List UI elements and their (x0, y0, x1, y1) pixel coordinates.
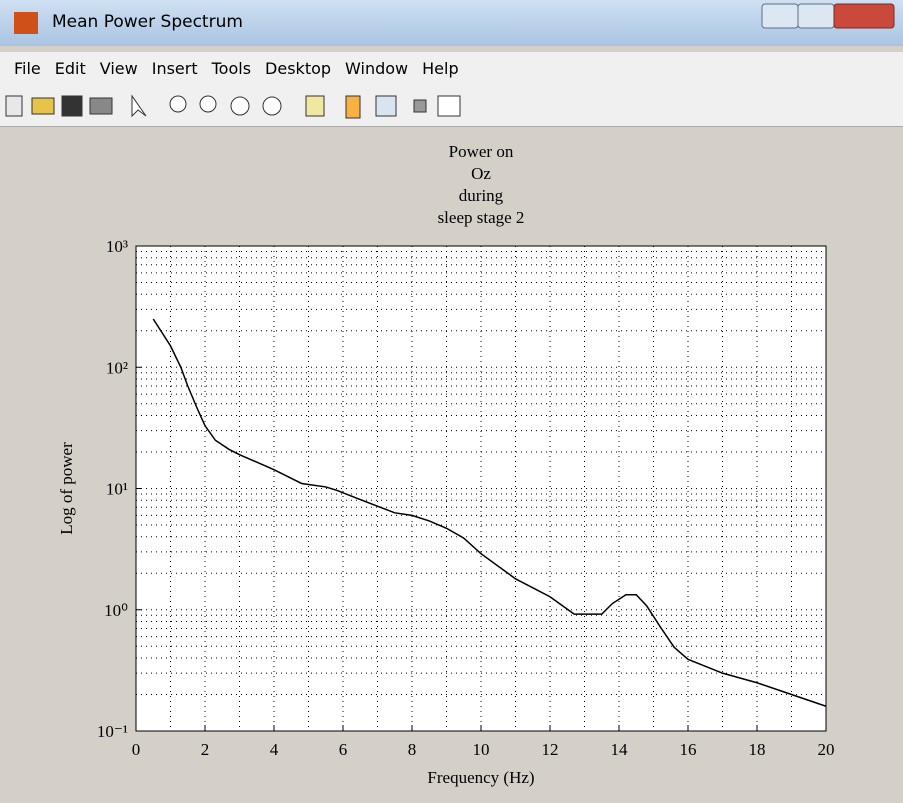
save-button[interactable] (61, 95, 83, 117)
menu-item[interactable]: Edit (54, 59, 86, 78)
zoom-out-button[interactable] (199, 95, 217, 113)
y-tick-label: 10⁻¹ (97, 722, 128, 741)
menu-bar: File Edit View Insert Tools Desktop Window Help (0, 52, 903, 86)
x-tick-label: 2 (201, 740, 210, 759)
x-tick-label: 14 (611, 740, 629, 759)
chart-title: during (459, 186, 504, 205)
x-tick-label: 4 (270, 740, 279, 759)
maximize-button[interactable] (797, 3, 835, 29)
x-tick-label: 6 (339, 740, 348, 759)
x-axis-label: Frequency (Hz) (427, 768, 534, 787)
open-button[interactable] (31, 97, 55, 115)
chart-title: Oz (471, 164, 491, 183)
menu-item[interactable]: File (14, 59, 41, 78)
title-bar: Mean Power Spectrum (0, 0, 903, 46)
hide-tools-button[interactable] (413, 99, 427, 113)
x-tick-label: 18 (749, 740, 766, 759)
x-tick-label: 12 (542, 740, 559, 759)
data-line (152, 318, 827, 707)
colorbar-button[interactable] (345, 95, 361, 119)
y-axis-label: Log of power (57, 442, 76, 535)
x-tick-label: 8 (408, 740, 417, 759)
menu-item[interactable]: View (99, 59, 138, 78)
axes-box (135, 245, 827, 732)
x-tick-label: 16 (680, 740, 697, 759)
y-tick-label: 10⁰ (104, 601, 128, 620)
toolbar-icons (5, 94, 461, 119)
chart-title: sleep stage 2 (438, 208, 525, 227)
menu-item[interactable]: Window (345, 59, 409, 78)
chart: 0 2 4 6 8 10 12 14 16 18 20 10⁻¹ 10⁰ 10¹ 10² 10³ Power o… (57, 142, 835, 787)
new-button[interactable] (5, 95, 23, 117)
rotate-button[interactable] (262, 96, 282, 116)
close-button[interactable] (833, 3, 895, 29)
show-tools-button[interactable] (437, 95, 461, 117)
window-title: Mean Power Spectrum (52, 12, 243, 32)
x-tick-label: 0 (132, 740, 141, 759)
y-tick-label: 10³ (106, 237, 128, 256)
menu-item[interactable]: Help (422, 59, 459, 78)
print-button[interactable] (89, 97, 113, 115)
title-icons (14, 3, 895, 34)
chart-title: Power on (449, 142, 514, 161)
y-tick-label: 10¹ (106, 480, 128, 499)
menu-item[interactable]: Insert (151, 59, 198, 78)
menu-item[interactable]: Desktop (265, 59, 332, 78)
zoom-in-button[interactable] (169, 95, 187, 113)
datacursor-button[interactable] (305, 95, 325, 117)
legend-button[interactable] (375, 95, 397, 117)
app-icon (14, 12, 38, 34)
pointer-button[interactable] (131, 94, 147, 118)
toolbar (0, 86, 903, 127)
minimize-button[interactable] (761, 3, 799, 29)
x-tick-label: 10 (473, 740, 490, 759)
x-tick-label: 20 (818, 740, 835, 759)
menu-item[interactable]: Tools (211, 59, 252, 78)
y-tick-label: 10² (106, 358, 128, 377)
pan-button[interactable] (230, 96, 250, 116)
